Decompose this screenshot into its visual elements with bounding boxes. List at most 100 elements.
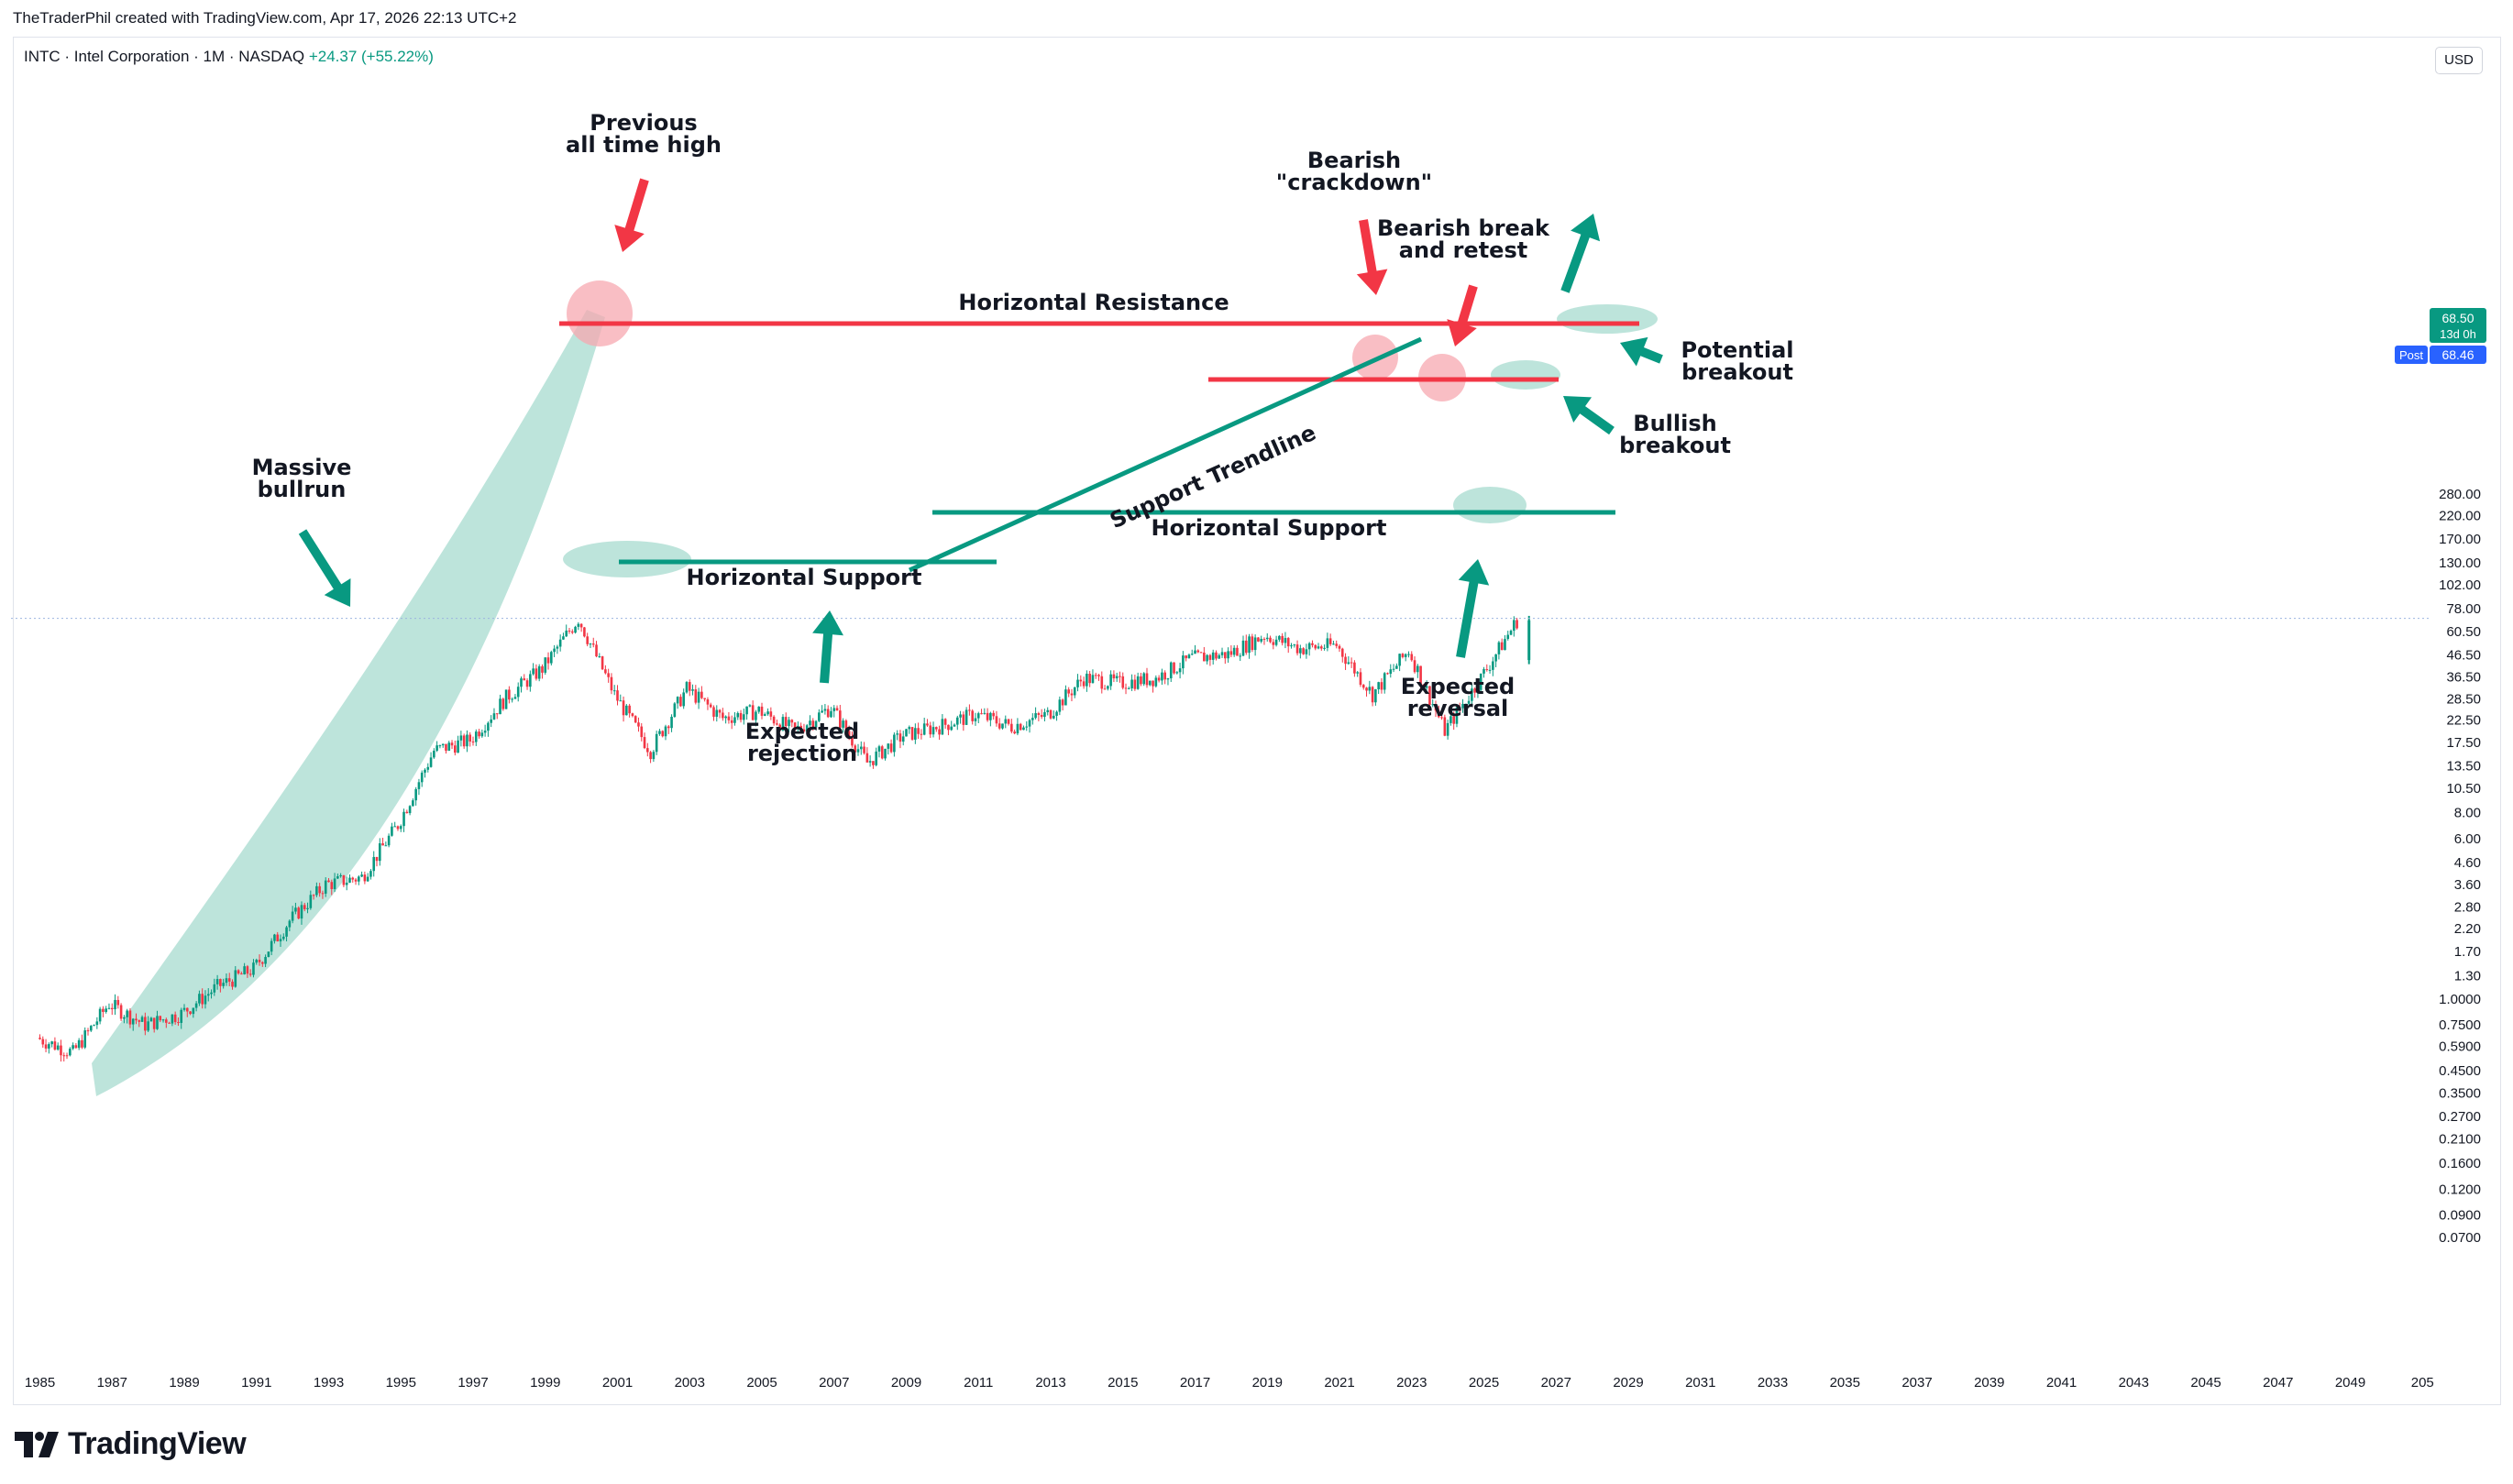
candle-body (880, 746, 884, 759)
candle-body (854, 745, 857, 753)
candle-body (1527, 620, 1531, 661)
candle-body (805, 725, 809, 732)
candle-body (658, 731, 661, 734)
candle-body (405, 811, 409, 814)
candle-body (1389, 669, 1393, 675)
tradingview-logo-icon (15, 1431, 59, 1457)
x-tick-label: 2007 (819, 1375, 849, 1391)
last-price-tag (2430, 308, 2486, 343)
candle-body (1407, 654, 1410, 655)
candle-body (1404, 654, 1407, 657)
candle-body (1187, 654, 1191, 659)
x-tick-label: 2027 (1541, 1375, 1571, 1391)
candle-body (1199, 652, 1203, 654)
bullish-breakout-ellipse (1491, 360, 1560, 390)
currency-button[interactable]: USD (2435, 47, 2483, 74)
candle-body (140, 1017, 144, 1022)
candle-body (171, 1014, 174, 1024)
candle-body (664, 726, 667, 737)
candle-body (610, 676, 613, 691)
candle-body (495, 713, 499, 715)
x-tick-label: 2013 (1035, 1375, 1065, 1391)
candle-body (755, 711, 757, 720)
candle-body (1208, 654, 1212, 660)
candle-body (676, 697, 679, 704)
candle-body (1173, 662, 1175, 674)
candle-body (321, 893, 325, 895)
x-tick-label: 2003 (675, 1375, 705, 1391)
candle-body (922, 723, 926, 735)
candle-body (745, 706, 748, 715)
tradingview-brand[interactable]: TradingView (15, 1426, 247, 1462)
x-tick-label: 2015 (1108, 1375, 1138, 1391)
candle-body (159, 1016, 162, 1021)
candle-body (1161, 672, 1163, 681)
candle-body (116, 999, 120, 1006)
candle-body (856, 749, 860, 753)
candle-body (303, 905, 306, 909)
candle-body (291, 911, 294, 921)
candle-body (992, 712, 995, 717)
candle-body (44, 1044, 48, 1049)
candle-body (270, 940, 273, 952)
candle-body (1185, 655, 1187, 659)
candle-body (363, 874, 367, 882)
candle-body (1061, 699, 1064, 706)
candle-body (579, 623, 583, 628)
candle-body (1361, 685, 1365, 688)
candle-body (345, 882, 348, 885)
candle-body (41, 1039, 45, 1045)
candle-body (234, 970, 237, 987)
candle-body (294, 907, 297, 912)
candle-body (896, 733, 898, 735)
candle-body (679, 697, 682, 707)
candle-body (297, 907, 300, 919)
candle-body (1251, 636, 1254, 651)
candle-body (1368, 687, 1372, 691)
bearish-break-retest-label: Bearish break and retest (1377, 215, 1550, 263)
candle-body (366, 876, 369, 882)
symbol-legend[interactable]: INTC · Intel Corporation · 1M · NASDAQ +… (24, 48, 434, 66)
candle-body (859, 746, 863, 750)
candle-body (222, 983, 225, 986)
candle-body (1196, 650, 1200, 653)
y-tick-label: 17.50 (2446, 735, 2481, 751)
x-tick-label: 2021 (1324, 1375, 1354, 1391)
candle-body (1332, 643, 1335, 645)
candle-body (1182, 655, 1185, 669)
candle-body (884, 748, 887, 759)
candle-body (412, 800, 414, 807)
candle-body (231, 981, 234, 987)
candle-body (1305, 649, 1308, 654)
candle-body (267, 951, 270, 958)
y-tick-label: 0.0900 (2439, 1207, 2481, 1223)
candle-body (604, 669, 607, 674)
candle-body (1145, 673, 1149, 686)
candle-body (1509, 631, 1513, 635)
candle-body (240, 973, 243, 975)
candle-body (625, 705, 628, 716)
candle-body (396, 826, 400, 830)
candle-body (823, 709, 827, 711)
candle-body (424, 769, 426, 773)
candle-body (971, 710, 974, 721)
candle-body (243, 966, 246, 975)
y-tick-label: 22.50 (2446, 713, 2481, 729)
post-price-value: 68.46 (2441, 347, 2474, 362)
candle-body (93, 1025, 95, 1027)
candle-body (929, 725, 932, 735)
candle-body (525, 680, 529, 687)
candle-body (327, 880, 330, 883)
candle-body (788, 720, 790, 727)
candle-body (165, 1019, 168, 1023)
candle-body (718, 709, 722, 713)
candle-body (1082, 681, 1086, 687)
candle-body (1109, 674, 1112, 687)
candle-body (336, 875, 339, 879)
candle-body (1103, 688, 1107, 690)
candle-body (513, 697, 517, 699)
candle-body (877, 746, 881, 752)
y-tick-label: 10.50 (2446, 781, 2481, 797)
candle-body (1461, 703, 1464, 709)
